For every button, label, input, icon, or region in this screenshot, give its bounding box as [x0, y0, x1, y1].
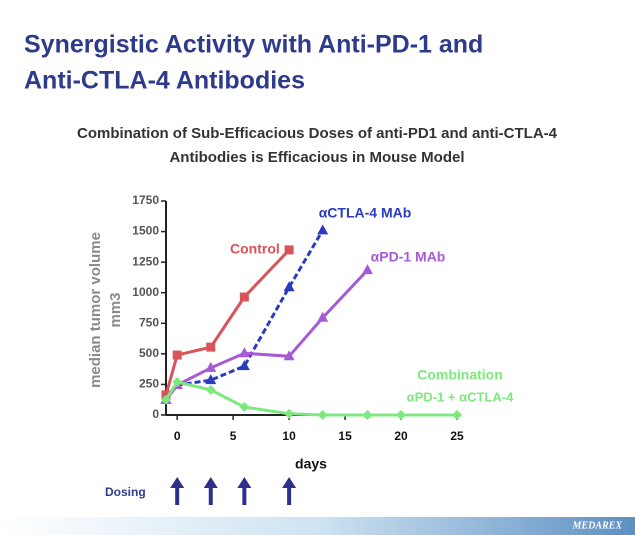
marker: [161, 394, 171, 405]
marker: [239, 402, 250, 413]
marker: [284, 245, 294, 255]
marker: [396, 410, 407, 420]
subtitle: Combination of Sub-Efficacious Doses of …: [77, 125, 558, 142]
logo: MEDAREX: [572, 520, 623, 531]
dosing-arrow: [282, 477, 297, 505]
x-tick-label: 0: [174, 429, 181, 443]
marker: [172, 376, 183, 387]
y-tick-label: 1000: [132, 285, 159, 299]
y-axis-label: mm3: [107, 292, 124, 327]
dosing-arrow: [237, 477, 252, 505]
series-label: Control: [230, 241, 280, 257]
slide-title: Synergistic Activity with Anti-PD-1 and: [24, 31, 483, 59]
marker: [362, 410, 373, 420]
marker: [238, 347, 250, 358]
series-line: [164, 229, 324, 401]
slide-title: Anti-CTLA-4 Antibodies: [24, 67, 305, 95]
marker: [205, 361, 217, 372]
y-tick-label: 0: [152, 407, 159, 421]
x-axis-label: days: [295, 456, 327, 472]
y-tick-label: 750: [139, 315, 159, 329]
marker: [317, 224, 329, 235]
marker: [172, 350, 182, 360]
marker: [284, 408, 295, 419]
y-axis-label: median tumor volume: [87, 232, 104, 388]
y-tick-label: 1750: [132, 193, 159, 207]
x-tick-label: 15: [338, 429, 352, 443]
marker: [283, 281, 295, 292]
marker: [205, 374, 217, 385]
y-tick-label: 500: [139, 346, 159, 360]
footer-bar: [0, 517, 635, 535]
annotation: αPD-1 + αCTLA-4: [407, 389, 514, 404]
marker: [239, 292, 249, 302]
series-label: αCTLA-4 MAb: [319, 205, 412, 221]
marker: [452, 410, 462, 420]
subtitle: Antibodies is Efficacious in Mouse Model: [169, 149, 464, 166]
marker: [238, 360, 250, 371]
marker: [317, 410, 328, 420]
marker: [205, 384, 216, 395]
x-tick-label: 10: [282, 429, 296, 443]
marker: [361, 264, 373, 275]
dosing-label: Dosing: [105, 485, 146, 499]
dosing-arrow: [203, 477, 218, 505]
y-tick-label: 1500: [132, 224, 159, 238]
marker: [317, 311, 329, 322]
marker: [206, 342, 216, 352]
marker: [283, 350, 295, 361]
dosing-arrow: [170, 477, 185, 505]
y-tick-label: 1250: [132, 254, 159, 268]
x-tick-label: 5: [230, 429, 237, 443]
series-label: αPD-1 MAb: [371, 249, 446, 265]
series-label: Combination: [417, 367, 503, 383]
x-tick-label: 25: [450, 429, 464, 443]
x-tick-label: 20: [394, 429, 408, 443]
y-tick-label: 250: [139, 377, 159, 391]
